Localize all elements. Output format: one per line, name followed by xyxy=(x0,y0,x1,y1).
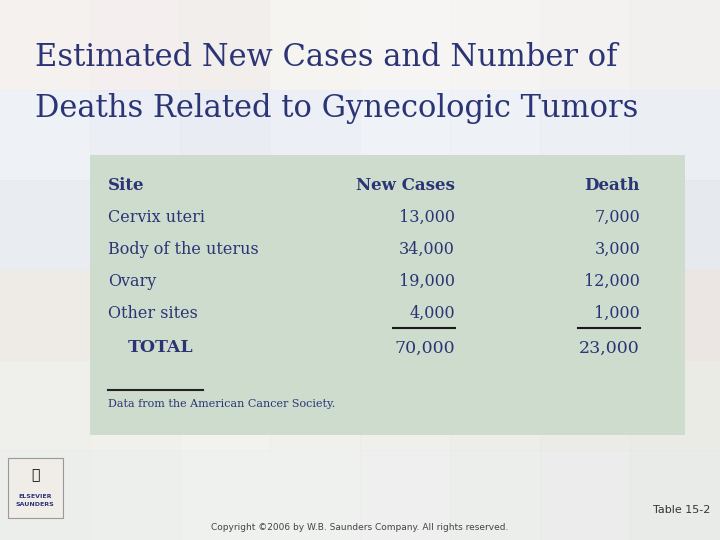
Bar xyxy=(450,90,541,181)
Bar xyxy=(90,270,181,361)
Bar xyxy=(630,450,720,540)
Bar xyxy=(540,450,631,540)
Bar xyxy=(0,360,91,451)
Text: 70,000: 70,000 xyxy=(395,340,455,356)
Bar xyxy=(360,360,451,451)
Bar xyxy=(450,270,541,361)
Bar xyxy=(630,0,720,91)
Text: 34,000: 34,000 xyxy=(399,240,455,258)
Bar xyxy=(450,0,541,91)
Text: Cervix uteri: Cervix uteri xyxy=(108,208,205,226)
Bar xyxy=(360,90,451,181)
Text: New Cases: New Cases xyxy=(356,177,455,193)
Text: 1,000: 1,000 xyxy=(594,305,640,321)
Bar xyxy=(90,90,181,181)
Bar xyxy=(540,90,631,181)
Bar xyxy=(90,180,181,271)
Text: 3,000: 3,000 xyxy=(594,240,640,258)
Bar xyxy=(90,155,685,435)
Text: 19,000: 19,000 xyxy=(399,273,455,289)
Bar xyxy=(630,360,720,451)
Text: Ovary: Ovary xyxy=(108,273,156,289)
Bar xyxy=(270,0,361,91)
Bar xyxy=(180,270,271,361)
Bar xyxy=(540,360,631,451)
Text: Deaths Related to Gynecologic Tumors: Deaths Related to Gynecologic Tumors xyxy=(35,92,639,124)
Bar xyxy=(0,450,91,540)
Bar xyxy=(360,270,451,361)
Text: Estimated New Cases and Number of: Estimated New Cases and Number of xyxy=(35,43,617,73)
Bar xyxy=(630,90,720,181)
Bar xyxy=(540,270,631,361)
Text: ELSEVIER: ELSEVIER xyxy=(18,494,52,498)
Bar xyxy=(270,450,361,540)
Bar xyxy=(180,90,271,181)
Bar xyxy=(180,0,271,91)
Text: Table 15-2: Table 15-2 xyxy=(652,505,710,515)
Bar xyxy=(630,180,720,271)
Bar xyxy=(270,360,361,451)
Bar xyxy=(180,360,271,451)
Text: Death: Death xyxy=(585,177,640,193)
Bar xyxy=(270,270,361,361)
Text: Copyright ©2006 by W.B. Saunders Company. All rights reserved.: Copyright ©2006 by W.B. Saunders Company… xyxy=(211,523,509,531)
Bar xyxy=(450,180,541,271)
Text: TOTAL: TOTAL xyxy=(128,340,194,356)
Bar xyxy=(0,180,91,271)
Text: 13,000: 13,000 xyxy=(399,208,455,226)
Bar xyxy=(630,270,720,361)
Bar xyxy=(0,0,91,91)
Bar xyxy=(90,360,181,451)
Bar xyxy=(180,180,271,271)
Text: Other sites: Other sites xyxy=(108,305,198,321)
Text: 7,000: 7,000 xyxy=(594,208,640,226)
Bar xyxy=(90,450,181,540)
Bar xyxy=(0,270,91,361)
Bar xyxy=(450,360,541,451)
Bar xyxy=(90,0,181,91)
Bar xyxy=(180,450,271,540)
Text: 23,000: 23,000 xyxy=(580,340,640,356)
Text: 4,000: 4,000 xyxy=(410,305,455,321)
Text: Site: Site xyxy=(108,177,145,193)
Bar xyxy=(540,0,631,91)
Bar xyxy=(360,450,451,540)
Bar xyxy=(450,450,541,540)
Bar xyxy=(360,0,451,91)
Bar xyxy=(360,180,451,271)
Bar xyxy=(8,458,63,518)
Text: 12,000: 12,000 xyxy=(584,273,640,289)
Bar xyxy=(0,90,91,181)
Bar xyxy=(270,180,361,271)
Text: SAUNDERS: SAUNDERS xyxy=(16,503,55,508)
Bar xyxy=(270,90,361,181)
Text: 🌳: 🌳 xyxy=(31,468,39,482)
Text: Data from the American Cancer Society.: Data from the American Cancer Society. xyxy=(108,399,336,409)
Bar xyxy=(540,180,631,271)
Text: Body of the uterus: Body of the uterus xyxy=(108,240,258,258)
